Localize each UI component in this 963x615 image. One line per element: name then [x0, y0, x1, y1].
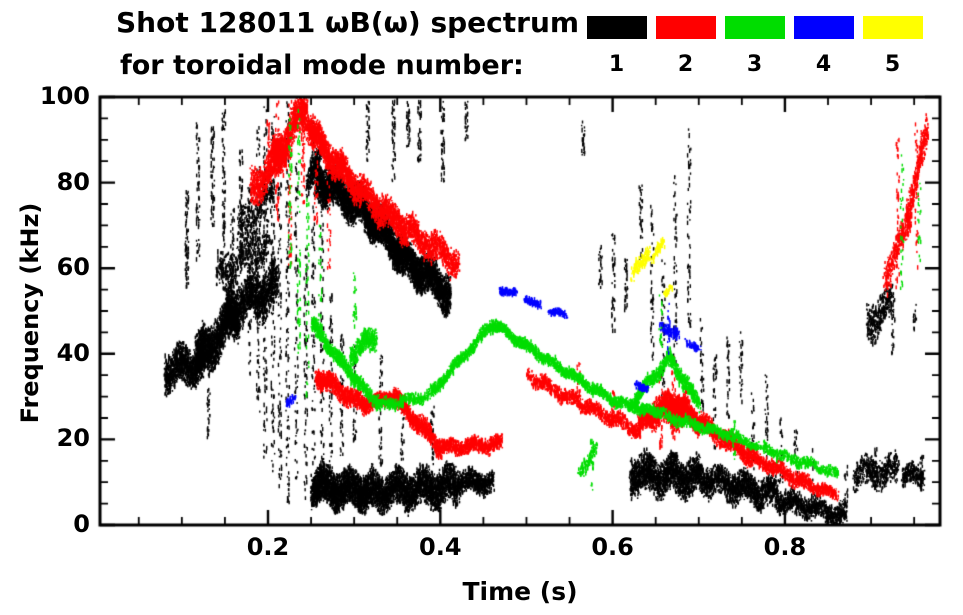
- x-tick-label-0.8: 0.8: [763, 533, 807, 561]
- x-tick-label-0.4: 0.4: [419, 533, 462, 561]
- y-tick-label-80: 80: [56, 167, 90, 196]
- y-tick-label-20: 20: [56, 424, 90, 453]
- x-tick-label-0.6: 0.6: [591, 533, 634, 561]
- y-tick-label-100: 100: [39, 82, 90, 110]
- x-tick-label-0.2: 0.2: [246, 533, 290, 561]
- y-tick-label-0: 0: [73, 510, 90, 538]
- y-axis-label: Frequency (kHz): [16, 202, 44, 424]
- y-tick-label-60: 60: [56, 253, 90, 282]
- y-tick-label-40: 40: [56, 338, 90, 367]
- x-axis-label: Time (s): [462, 577, 578, 606]
